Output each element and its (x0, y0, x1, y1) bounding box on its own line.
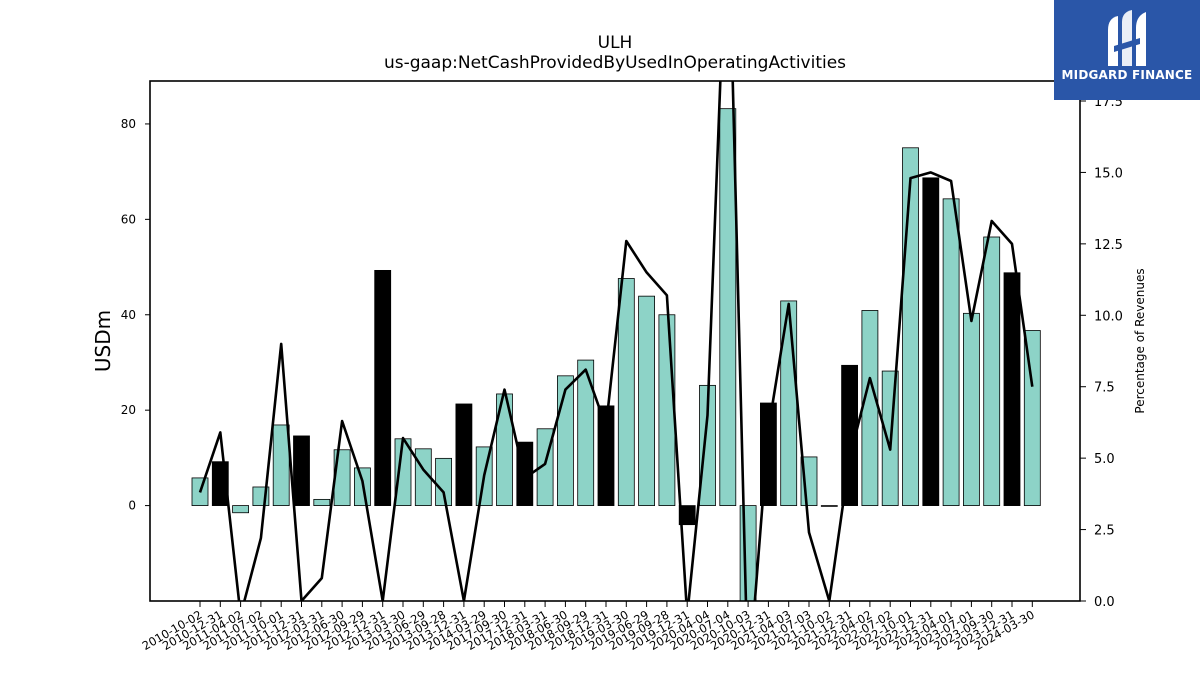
bar-2019-12-31 (678, 505, 696, 526)
chart-subtitle: us-gaap:NetCashProvidedByUsedInOperating… (384, 53, 846, 73)
bar-2023-07-01 (963, 312, 980, 506)
y2-tick-label: 12.5 (1094, 238, 1123, 253)
bar-2023-04-01 (942, 198, 960, 506)
bar-2018-12-31 (597, 405, 615, 506)
y-axis-label: USDm (91, 310, 115, 372)
bar-2019-09-28 (658, 314, 676, 506)
y-tick-label: 20 (121, 403, 136, 417)
bar-series (191, 108, 1041, 601)
y-axis: 0 20 40 60 80 (121, 117, 150, 513)
y-tick-label: 60 (121, 212, 136, 226)
bar-2019-06-29 (638, 295, 655, 506)
y2-tick-label: 5.0 (1094, 452, 1115, 467)
bar-2011-12-31 (293, 435, 310, 506)
y-tick-label: 80 (121, 117, 136, 131)
bar-2022-04-02 (861, 310, 879, 506)
bar-2024-03-30 (1023, 330, 1041, 506)
bar-2019-03-30 (617, 278, 635, 506)
bar-2020-07-04 (719, 108, 737, 506)
y-tick-label: 40 (121, 308, 136, 322)
bar-2020-10-03 (739, 505, 757, 601)
pct-revenue-line-path (198, 81, 1034, 601)
y2-axis-label: Percentage of Revenues (1133, 268, 1147, 413)
bar-2021-12-31 (841, 364, 858, 506)
y2-tick-label: 15.0 (1094, 166, 1123, 181)
bar-2018-06-30 (557, 375, 574, 506)
bar-2018-09-29 (577, 359, 595, 506)
bar-2023-09-30 (983, 236, 1001, 506)
chart-title: ULH (598, 33, 633, 53)
midgard-finance-logo: MIDGARD FINANCE (1054, 0, 1200, 100)
x-axis: 2010-10-022010-12-312011-04-022011-07-02… (140, 601, 1037, 653)
bar-2012-03-31 (313, 498, 331, 506)
y-tick-label: 0 (128, 499, 136, 513)
bar-2022-10-01 (902, 147, 919, 506)
bar-2021-10-02 (820, 505, 838, 507)
bar-2012-12-31 (374, 269, 392, 506)
bar-2013-12-31 (455, 403, 473, 506)
midgard-m-logo-icon (1108, 10, 1146, 66)
y2-tick-label: 2.5 (1094, 524, 1115, 539)
plot-frame (149, 80, 1081, 602)
bar-2023-12-31 (1003, 272, 1021, 506)
y2-tick-label: 0.0 (1094, 595, 1115, 610)
y2-axis: 0.02.55.07.510.012.515.017.5 (1080, 95, 1123, 610)
brand-name: MIDGARD FINANCE (1061, 68, 1193, 82)
bar-2011-04-02 (232, 505, 250, 514)
pct-revenue-line (198, 81, 1034, 601)
y2-tick-label: 7.5 (1094, 381, 1115, 396)
bar-2011-10-01 (272, 424, 290, 506)
y2-tick-label: 10.0 (1094, 309, 1123, 324)
axes (149, 80, 1081, 602)
bar-2022-12-31 (922, 177, 940, 506)
